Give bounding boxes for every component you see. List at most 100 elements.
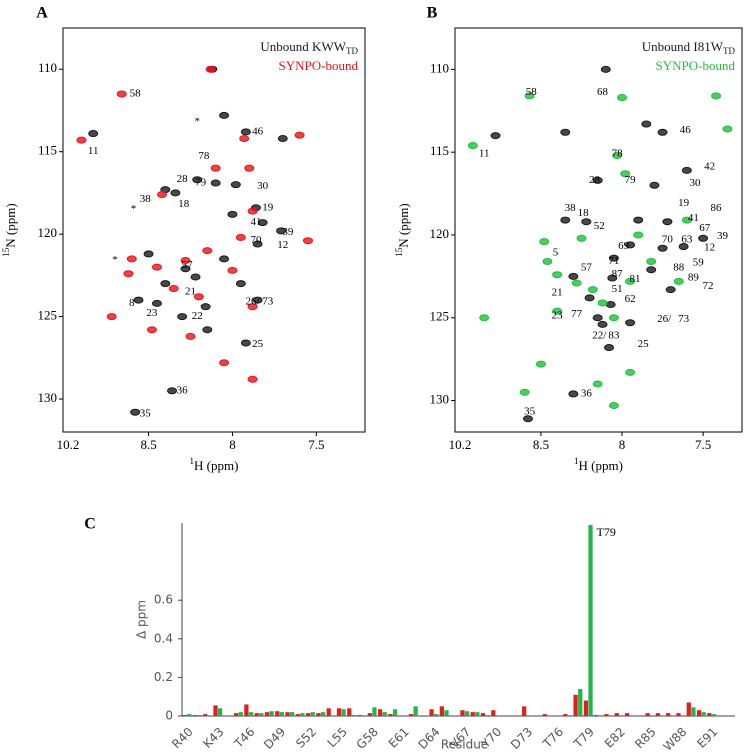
bar bbox=[522, 706, 527, 716]
peak-label: 19 bbox=[678, 197, 690, 209]
bar bbox=[444, 710, 449, 716]
peak bbox=[633, 231, 644, 239]
bar bbox=[233, 713, 239, 716]
peak-label: 81 bbox=[629, 273, 640, 285]
peak-label: 70 bbox=[662, 233, 674, 245]
x-tick-label: K43 bbox=[200, 725, 226, 751]
y-tick-label: 120 bbox=[430, 226, 450, 241]
peak-label: 11 bbox=[88, 145, 99, 157]
peak-label: 28 bbox=[177, 173, 189, 185]
peak bbox=[662, 218, 673, 226]
legend-entry: Unbound I81WTD bbox=[642, 39, 736, 56]
peak bbox=[608, 314, 619, 322]
x-tick-label: E91 bbox=[694, 725, 720, 751]
bar bbox=[583, 700, 589, 716]
peak-label: 12 bbox=[277, 239, 288, 251]
y-tick-label: 110 bbox=[430, 60, 449, 75]
peak bbox=[230, 181, 241, 189]
bar bbox=[413, 706, 418, 716]
peak bbox=[678, 243, 689, 251]
peak-label: 22 bbox=[192, 310, 203, 322]
peak-label: 19 bbox=[262, 201, 274, 213]
x-tick-label: 7.5 bbox=[695, 437, 711, 452]
peak-label: 58 bbox=[526, 86, 538, 98]
bar bbox=[316, 713, 321, 716]
peak bbox=[625, 319, 636, 327]
bar bbox=[275, 711, 280, 716]
peak-label: 36 bbox=[581, 387, 593, 399]
bar bbox=[218, 708, 223, 716]
peak bbox=[571, 279, 582, 287]
peak-label: 36 bbox=[177, 384, 189, 396]
bar bbox=[295, 714, 300, 716]
y-tick-label: 110 bbox=[38, 60, 57, 75]
x-axis-title-sup: 1 bbox=[574, 456, 579, 466]
peak bbox=[294, 131, 305, 139]
peak bbox=[646, 257, 657, 265]
y-tick-label: 0.6 bbox=[154, 593, 173, 607]
bar bbox=[336, 708, 342, 716]
peak-label: 58 bbox=[130, 87, 142, 99]
x-axis-title-sup: 1 bbox=[190, 456, 195, 466]
peak bbox=[625, 368, 636, 376]
peak-label: 22/ bbox=[592, 329, 607, 341]
peak bbox=[240, 128, 251, 136]
peak-label: 57 bbox=[581, 262, 593, 274]
peak bbox=[252, 240, 263, 248]
peak-label: 77 bbox=[571, 308, 583, 320]
x-tick-label: E82 bbox=[602, 725, 628, 751]
bar bbox=[464, 711, 470, 716]
peak-label: 35 bbox=[140, 407, 152, 419]
peak-label: 23 bbox=[552, 310, 564, 322]
peak-label: 38 bbox=[140, 193, 152, 205]
peak-label: 18 bbox=[178, 198, 190, 210]
panel-label: C bbox=[84, 516, 96, 533]
peak bbox=[673, 277, 684, 285]
y-tick-label: 130 bbox=[38, 390, 58, 405]
bar bbox=[542, 714, 547, 716]
peak bbox=[202, 247, 213, 255]
peak-label: 21 bbox=[552, 286, 563, 298]
y-axis-title: 15N (ppm) bbox=[394, 203, 411, 256]
peak-label: 23 bbox=[146, 307, 158, 319]
peak bbox=[219, 111, 230, 119]
peak-label: 79 bbox=[625, 174, 637, 186]
x-axis-title: 1H (ppm) bbox=[574, 456, 623, 473]
peak-label: 21 bbox=[185, 285, 196, 297]
peak-label: 18 bbox=[578, 207, 590, 219]
peak bbox=[192, 176, 203, 184]
peak bbox=[568, 272, 579, 280]
peak-label: 12 bbox=[704, 242, 715, 254]
legend-name: SYNPO-bound bbox=[279, 58, 359, 73]
peak-label: 71 bbox=[608, 255, 619, 267]
peak bbox=[247, 207, 258, 215]
bar bbox=[259, 713, 264, 716]
peak-label: 52 bbox=[594, 220, 605, 232]
bar bbox=[182, 715, 187, 716]
x-tick-label: T76 bbox=[540, 725, 567, 752]
peak bbox=[592, 176, 603, 184]
peak bbox=[277, 134, 288, 142]
peak bbox=[170, 189, 181, 197]
peak bbox=[522, 415, 533, 423]
peak bbox=[130, 408, 141, 416]
peak bbox=[633, 216, 644, 224]
x-tick-label: D73 bbox=[508, 725, 535, 752]
peak bbox=[524, 92, 535, 100]
bar bbox=[310, 712, 315, 716]
bar bbox=[655, 713, 661, 716]
peak-label: * bbox=[112, 254, 118, 266]
peak bbox=[612, 151, 623, 159]
peak-label: 86 bbox=[711, 202, 723, 214]
bar bbox=[305, 713, 311, 716]
peak bbox=[535, 360, 546, 368]
peak-label: 67 bbox=[699, 222, 711, 234]
bar bbox=[290, 712, 295, 716]
peak bbox=[227, 210, 238, 218]
bar bbox=[691, 707, 696, 716]
x-tick-label: E61 bbox=[386, 725, 412, 751]
bar bbox=[491, 710, 496, 716]
bar bbox=[711, 714, 717, 716]
peak bbox=[210, 164, 221, 172]
